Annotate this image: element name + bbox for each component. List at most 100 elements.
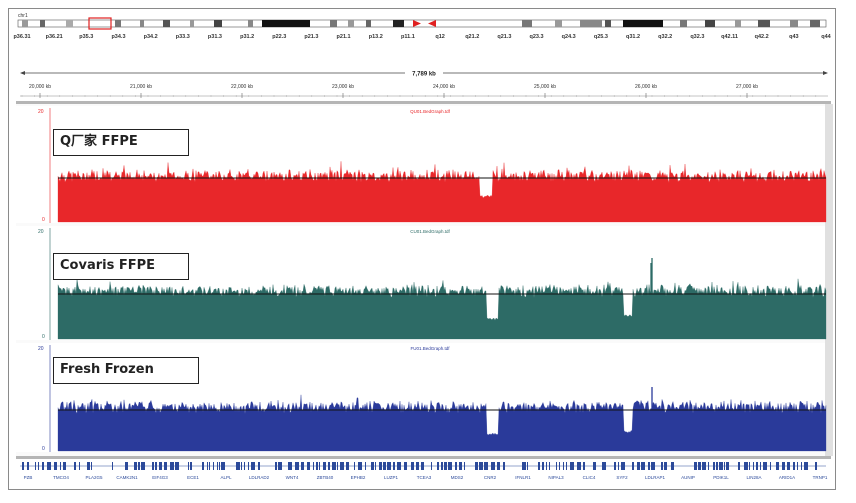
exon-block [448,462,452,470]
exon-block [170,462,174,470]
gene-label: CAMK2N1 [116,475,138,480]
exon-block [346,462,349,470]
cytoband-label: q21.2 [465,34,479,40]
cytoband-blocks [22,20,820,27]
exon-block [125,462,128,470]
exon-block [319,462,320,470]
exon-block [275,462,277,470]
cytoband-label: p22.3 [272,34,286,40]
scale-max-label: 20 [38,229,44,235]
track-title-covaris-ffpe: Covaris FFPE [53,253,189,280]
exon-block [379,462,382,470]
exon-block [307,462,310,470]
exon-block [815,462,817,470]
scale-max-label: 20 [38,109,44,115]
cytoband-block [810,20,820,27]
span-right-arrow [823,71,828,75]
cytoband-block [735,20,741,27]
exon-block [248,462,249,470]
track-0[interactable]: 20 0 QU01.BedGraph.tdf [16,106,827,223]
cytoband-block [680,20,687,27]
cytoband-label: q23.3 [530,34,544,40]
gene-label: CNR2 [484,475,497,480]
exon-block [546,462,547,470]
exon-block [91,462,92,470]
ruler-tick-label: 20,000 kb [29,84,51,90]
exon-block [27,462,29,470]
exon-block [716,462,718,470]
gene-label: ARID1A [779,475,795,480]
exon-block [522,462,526,470]
exon-block [459,462,462,470]
refseq-genes-track[interactable]: PZB TMCO4 PLA2G5 CAMK2N1 EIF4G3 ECE1 ALPL LDLRA… [20,462,828,480]
exon-block [738,462,740,470]
gene-label: LDLRAD2 [249,475,270,480]
exon-block [484,462,488,470]
vertical-scrollbar[interactable] [825,104,833,456]
cytoband-label: q21.3 [497,34,511,40]
exon-block [155,462,157,470]
exon-block [671,462,674,470]
cytoband-block [66,20,73,27]
exon-block [437,462,439,470]
cytoband-label: q12 [435,34,444,40]
exon-block [112,462,113,470]
exon-block [188,462,189,470]
exon-block [804,462,808,470]
exon-block [632,462,634,470]
exon-block [79,462,80,470]
ruler-panel[interactable]: 7,789 kb 20,000 kb 21,000 kb 22,000 kb 23,0… [20,69,828,98]
gene-label: LUZP1 [384,475,399,480]
cytoband-block [40,20,45,27]
track-file-label: CU01.BedGraph.tdf [410,229,450,234]
cytoband-block [330,20,337,27]
exon-block [782,462,785,470]
ruler-tick-label: 27,000 kb [736,84,758,90]
exon-block [42,462,44,470]
cytoband-labels: p36.31 p36.21 p35.3 p34.3 p34.2 p33.3 p31.3 p31… [13,34,831,40]
exon-block [421,462,424,470]
gene-label: TRNP1 [813,475,828,480]
exon-block [641,462,645,470]
exon-block [648,462,650,470]
exon-block [702,462,706,470]
gene-label: TMCO4 [53,475,69,480]
cytoband-label: p36.31 [13,34,30,40]
exon-block [593,462,596,470]
gene-label: AUNIP [681,475,695,480]
exon-block [87,462,90,470]
cytoband-label: q42.2 [755,34,769,40]
cytoband-block [262,20,310,27]
exon-block [288,462,292,470]
cytoband-block [623,20,663,27]
cytoband-block [214,20,222,27]
exon-block [749,462,750,470]
track-file-label: QU01.BedGraph.tdf [410,109,451,114]
exon-block [661,462,663,470]
exon-block [776,462,779,470]
exon-block [621,462,625,470]
exon-block [744,462,748,470]
exon-block [475,462,478,470]
exon-block [566,462,567,470]
track-file-label: FU01.BedGraph.tdf [410,346,450,351]
exon-block [404,462,407,470]
gene-label: PLA2G5 [85,475,103,480]
exon-block [491,462,495,470]
gene-label: WNT4 [286,475,299,480]
exon-block [207,462,208,470]
tracks-container: 20 0 QU01.BedGraph.tdf 20 0 CU01.BedGraph.tdf… [16,106,827,452]
cytoband-block [790,20,798,27]
exon-block [756,462,758,470]
ideogram-panel[interactable]: chr1 p36.31 p36.21 p35.3 p34.3 p34.2 p33.3 p31… [13,13,831,40]
cytoband-label: q25.3 [594,34,608,40]
cytoband-block [190,20,194,27]
exon-block [241,462,242,470]
exon-block [651,462,655,470]
cytoband-label: p34.3 [111,34,125,40]
panel-divider [16,101,831,104]
gene-label: MDS2 [451,475,464,480]
exon-block [313,462,314,470]
track-1[interactable]: 20 0 CU01.BedGraph.tdf [16,226,827,340]
exon-block [219,462,220,470]
